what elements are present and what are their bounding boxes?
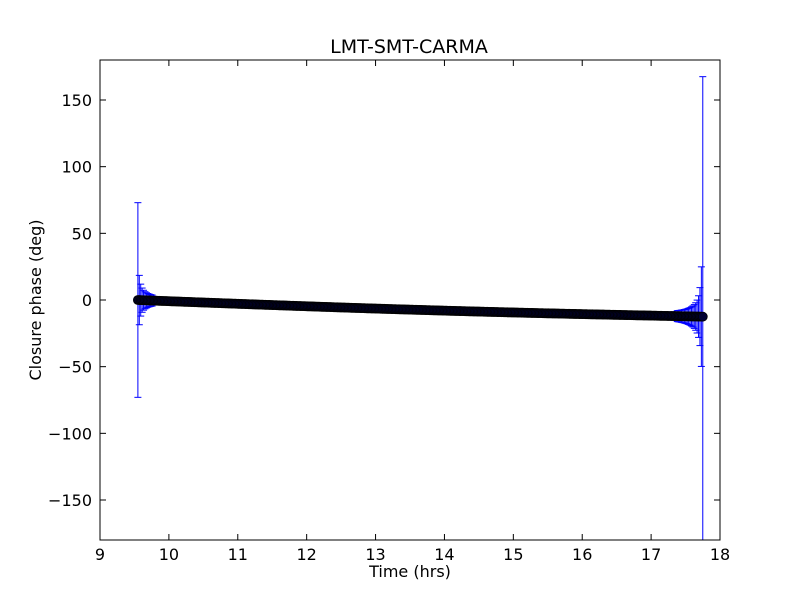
plot-frame [99,59,721,541]
y-axis-label: Closure phase (deg) [26,219,45,380]
tick-layer: 9 10 11 12 13 14 15 16 17 18 −150 −100 −50 0 50 100 150 [48,60,730,564]
y-tick-label: −150 [48,491,92,510]
y-tick-label: 150 [61,91,92,110]
x-tick-label: 12 [296,545,316,564]
y-tick-label: 50 [72,224,92,243]
y-tick-label: 100 [61,158,92,177]
chart-title: LMT-SMT-CARMA [330,36,488,58]
x-tick-label: 17 [641,545,661,564]
x-tick-label: 9 [95,545,105,564]
y-tick-label: −100 [48,424,92,443]
data-point-layer [132,295,708,322]
data-point [697,311,708,322]
x-axis-label: Time (hrs) [368,562,451,581]
y-tick-label: −50 [58,358,92,377]
x-tick-label: 10 [159,545,179,564]
x-tick-label: 16 [572,545,592,564]
y-tick-label: 0 [82,291,92,310]
x-tick-label: 15 [503,545,523,564]
x-tick-label: 14 [434,545,454,564]
x-tick-label: 11 [228,545,248,564]
x-tick-label: 13 [365,545,385,564]
x-tick-label: 18 [710,545,730,564]
